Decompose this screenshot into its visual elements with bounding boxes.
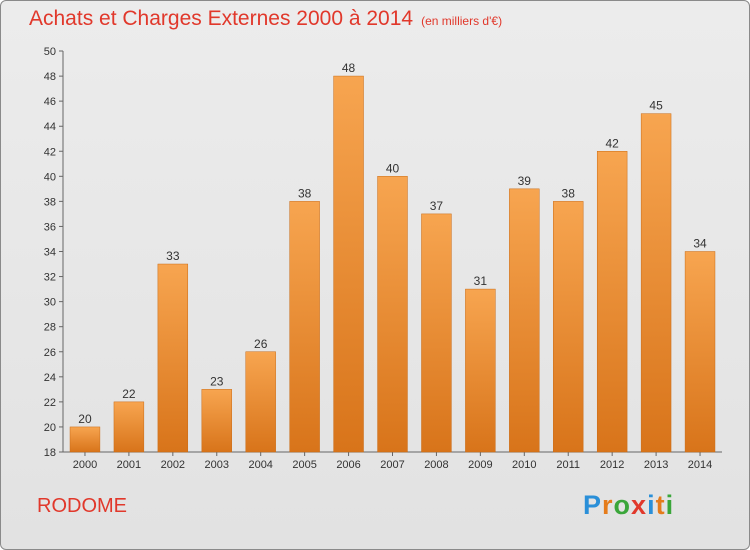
bar-value-label: 20 — [78, 412, 92, 426]
bar — [333, 75, 364, 453]
logo-letter: x — [631, 490, 648, 520]
y-tick-label: 34 — [44, 247, 56, 259]
logo-letter: i — [665, 490, 675, 520]
x-tick-label: 2008 — [424, 459, 448, 471]
bar — [465, 288, 496, 453]
x-tick-label: 2002 — [161, 459, 185, 471]
bar — [509, 188, 540, 453]
bar-value-label: 38 — [562, 186, 576, 200]
logo-letter: i — [647, 490, 656, 520]
bar-value-label: 40 — [386, 161, 400, 175]
logo-letter: r — [602, 490, 614, 520]
bar — [377, 176, 408, 453]
x-tick-label: 2001 — [117, 459, 141, 471]
bar-value-label: 42 — [605, 136, 619, 150]
bar — [684, 251, 716, 453]
x-tick-label: 2003 — [205, 459, 229, 471]
x-tick-label: 2007 — [380, 459, 404, 471]
bar-value-label: 38 — [298, 186, 312, 200]
bar — [113, 401, 145, 453]
y-tick-label: 26 — [44, 347, 56, 359]
y-tick-label: 36 — [44, 221, 56, 233]
x-tick-label: 2014 — [688, 459, 712, 471]
bar-value-label: 48 — [342, 61, 356, 75]
x-tick-label: 2006 — [336, 459, 360, 471]
y-tick-label: 38 — [44, 196, 56, 208]
logo-letter: o — [613, 490, 632, 520]
bar-value-label: 26 — [254, 337, 268, 351]
bar-value-label: 39 — [518, 174, 532, 188]
x-tick-label: 2012 — [600, 459, 624, 471]
y-tick-label: 30 — [44, 297, 56, 309]
y-tick-label: 18 — [44, 447, 56, 459]
x-tick-label: 2005 — [292, 459, 316, 471]
y-tick-label: 32 — [44, 272, 56, 284]
bar-value-label: 34 — [693, 237, 707, 251]
y-tick-label: 22 — [44, 397, 56, 409]
x-tick-label: 2004 — [248, 459, 272, 471]
bar-value-label: 45 — [649, 99, 663, 113]
x-tick-label: 2009 — [468, 459, 492, 471]
x-tick-label: 2013 — [644, 459, 668, 471]
bar-value-label: 33 — [166, 249, 180, 263]
y-tick-label: 46 — [44, 96, 56, 108]
proxiti-logo[interactable]: Proxiti — [583, 490, 674, 521]
x-tick-label: 2011 — [556, 459, 580, 471]
bar-value-label: 23 — [210, 374, 224, 388]
x-tick-label: 2000 — [73, 459, 97, 471]
bar — [245, 351, 276, 453]
y-tick-label: 20 — [44, 422, 56, 434]
bar-value-label: 31 — [474, 274, 488, 288]
x-tick-label: 2010 — [512, 459, 536, 471]
chart-title: Achats et Charges Externes 2000 à 2014 (e… — [29, 7, 502, 31]
chart-title-text: Achats et Charges Externes 2000 à 2014 — [29, 7, 414, 30]
bar — [553, 201, 584, 453]
y-tick-label: 50 — [44, 46, 56, 58]
logo-letter: t — [655, 490, 666, 520]
commune-name: RODOME — [37, 495, 127, 517]
y-tick-label: 44 — [44, 121, 56, 133]
chart-unit: (en milliers d'€) — [421, 14, 503, 28]
y-tick-label: 48 — [44, 71, 56, 83]
logo-letter: P — [583, 490, 603, 520]
bar-value-label: 22 — [122, 387, 136, 401]
y-tick-label: 40 — [44, 171, 56, 183]
y-tick-label: 24 — [44, 372, 56, 384]
bar-value-label: 37 — [430, 199, 444, 213]
bar — [201, 389, 232, 453]
y-tick-label: 42 — [44, 146, 56, 158]
bar — [421, 213, 452, 453]
bar — [640, 113, 672, 453]
bar — [596, 151, 628, 453]
bar — [69, 426, 101, 453]
y-tick-label: 28 — [44, 322, 56, 334]
bar — [157, 263, 189, 453]
bar — [289, 201, 320, 453]
